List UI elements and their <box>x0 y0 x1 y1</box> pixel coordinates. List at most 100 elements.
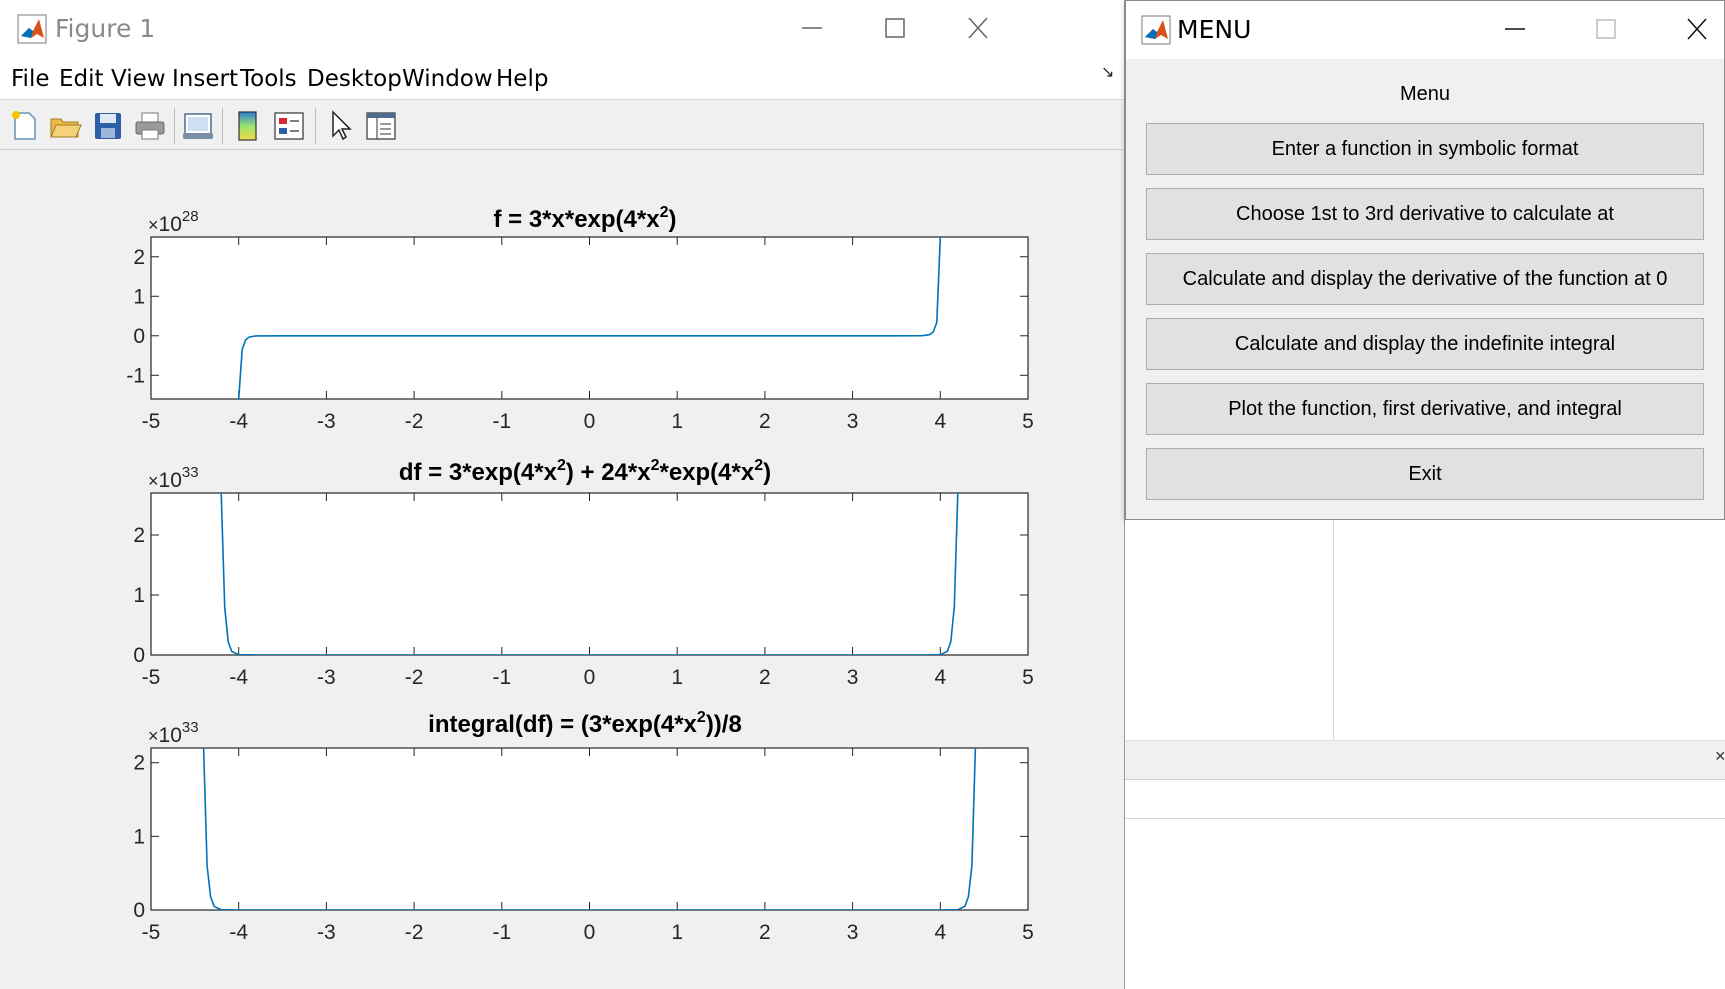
menu-view[interactable]: View <box>111 66 166 92</box>
x-tick-label: 4 <box>934 666 946 689</box>
x-tick-label: 3 <box>847 666 859 689</box>
derivative-at-zero-button[interactable]: Calculate and display the derivative of … <box>1146 253 1704 305</box>
x-tick-label: 5 <box>1022 921 1034 944</box>
figure-window: Figure 1 File Edit View Insert Tools Des… <box>0 0 1125 989</box>
minimize-button[interactable] <box>1495 11 1535 49</box>
x-tick-label: 5 <box>1022 410 1034 433</box>
toolbar-separator <box>174 108 175 144</box>
colorbar-icon[interactable] <box>231 109 265 143</box>
enter-function-button[interactable]: Enter a function in symbolic format <box>1146 123 1704 175</box>
exit-button[interactable]: Exit <box>1146 448 1704 500</box>
series-line <box>202 748 977 910</box>
toolbar-separator <box>222 108 223 144</box>
series-line <box>220 493 959 655</box>
menu-window[interactable]: Window <box>402 66 493 92</box>
figure-title-bar[interactable]: Figure 1 <box>0 0 1124 58</box>
menu-help[interactable]: Help <box>496 66 549 92</box>
panel-divider <box>1125 818 1725 819</box>
x-tick-label: 2 <box>759 410 771 433</box>
menu-insert[interactable]: Insert <box>172 66 238 92</box>
x-tick-label: 2 <box>759 666 771 689</box>
open-file-icon[interactable] <box>48 109 82 143</box>
y-tick-label: 1 <box>133 285 145 308</box>
menu-file[interactable]: File <box>11 66 50 92</box>
subplot-1-title-base: f = 3*x*exp(4*x <box>493 206 660 233</box>
plot-button[interactable]: Plot the function, first derivative, and… <box>1146 383 1704 435</box>
menu-tools[interactable]: Tools <box>240 66 297 92</box>
x-tick-label: -1 <box>492 410 511 433</box>
menu-window: MENU Menu Enter a function in symbolic f… <box>1125 0 1725 520</box>
save-icon[interactable] <box>91 109 125 143</box>
x-tick-label: -4 <box>229 921 248 944</box>
subplot-2-title: df = 3*exp(4*x2) + 24*x2*exp(4*x2) <box>399 457 771 486</box>
x-tick-label: 1 <box>671 410 683 433</box>
panel-divider <box>1333 520 1334 740</box>
legend-icon[interactable] <box>272 109 306 143</box>
print-icon[interactable] <box>133 109 167 143</box>
x-tick-label: -3 <box>317 921 336 944</box>
x-tick-label: -2 <box>405 410 424 433</box>
indefinite-integral-button[interactable]: Calculate and display the indefinite int… <box>1146 318 1704 370</box>
maximize-button <box>1586 11 1626 49</box>
axes-box[interactable] <box>150 236 1029 400</box>
x-tick-label: 1 <box>671 666 683 689</box>
x-tick-label: 3 <box>847 921 859 944</box>
y-exponent-label: ×1033 <box>148 719 199 747</box>
axes-box[interactable] <box>150 492 1029 656</box>
x-tick-label: -4 <box>229 410 248 433</box>
menu-title-bar[interactable]: MENU <box>1126 1 1724 59</box>
subplot-1-title-sup: 2 <box>660 204 669 221</box>
subplot-2[interactable]: df = 3*exp(4*x2) + 24*x2*exp(4*x2) -5 -4 -… <box>133 457 1034 689</box>
subplot-1-title: f = 3*x*exp(4*x2) <box>493 204 676 233</box>
y-tick-label: 0 <box>133 899 145 922</box>
x-tick-label: 1 <box>671 921 683 944</box>
subplot-1-title-tail: ) <box>669 206 677 233</box>
subplot-3[interactable]: integral(df) = (3*exp(4*x2))/8 -5 -4 -3 -2 -… <box>133 709 1034 944</box>
subplot-1[interactable]: f = 3*x*exp(4*x2) -5 -4 -3 -2 -1 0 1 2 3 4 5-1012×… <box>126 204 1034 433</box>
x-tick-label: 2 <box>759 921 771 944</box>
x-tick-label: -2 <box>405 666 424 689</box>
figure-canvas: f = 3*x*exp(4*x2) -5 -4 -3 -2 -1 0 1 2 3 4 5-1012×… <box>126 204 1034 944</box>
axes-box[interactable] <box>150 747 1029 911</box>
x-tick-label: 4 <box>934 921 946 944</box>
y-tick-label: 2 <box>133 524 145 547</box>
y-tick-label: -1 <box>126 364 145 387</box>
maximize-button[interactable] <box>875 10 915 48</box>
menu-window-title: MENU <box>1177 15 1252 44</box>
x-tick-label: 3 <box>847 410 859 433</box>
link-plot-icon[interactable] <box>181 109 215 143</box>
y-tick-label: 1 <box>133 825 145 848</box>
figure-title: Figure 1 <box>55 14 156 43</box>
edit-plot-icon[interactable] <box>324 109 358 143</box>
x-tick-label: 0 <box>584 410 596 433</box>
y-tick-label: 0 <box>133 644 145 667</box>
new-figure-icon[interactable] <box>7 109 41 143</box>
menu-heading: Menu <box>1399 83 1451 105</box>
y-exponent-label: ×1028 <box>148 208 199 236</box>
x-tick-label: -4 <box>229 666 248 689</box>
x-tick-label: -3 <box>317 410 336 433</box>
matlab-logo-icon <box>17 14 47 44</box>
x-tick-label: -5 <box>142 666 161 689</box>
x-tick-label: -1 <box>492 921 511 944</box>
panel-header-strip <box>1125 740 1725 780</box>
background-app-area: × <box>1125 520 1725 989</box>
x-tick-label: 5 <box>1022 666 1034 689</box>
menu-bar: File Edit View Insert Tools Desktop Wind… <box>0 58 1124 100</box>
choose-derivative-button[interactable]: Choose 1st to 3rd derivative to calculat… <box>1146 188 1704 240</box>
y-tick-label: 1 <box>133 584 145 607</box>
menu-edit[interactable]: Edit <box>59 66 104 92</box>
close-button[interactable] <box>1677 11 1717 49</box>
menu-desktop[interactable]: Desktop <box>307 66 402 92</box>
minimize-button[interactable] <box>792 10 832 48</box>
subplot-3-title: integral(df) = (3*exp(4*x2))/8 <box>428 709 742 738</box>
x-tick-label: 0 <box>584 921 596 944</box>
panel-close-icon[interactable]: × <box>1715 746 1725 766</box>
y-tick-label: 0 <box>133 325 145 348</box>
subplot-2-title-part: df = 3*exp(4*x <box>399 459 558 486</box>
figure-toolbar <box>0 100 1124 150</box>
x-tick-label: -2 <box>405 921 424 944</box>
close-button[interactable] <box>958 10 998 48</box>
property-inspector-icon[interactable] <box>364 109 398 143</box>
dock-arrow-icon[interactable]: ↘ <box>1101 64 1115 81</box>
